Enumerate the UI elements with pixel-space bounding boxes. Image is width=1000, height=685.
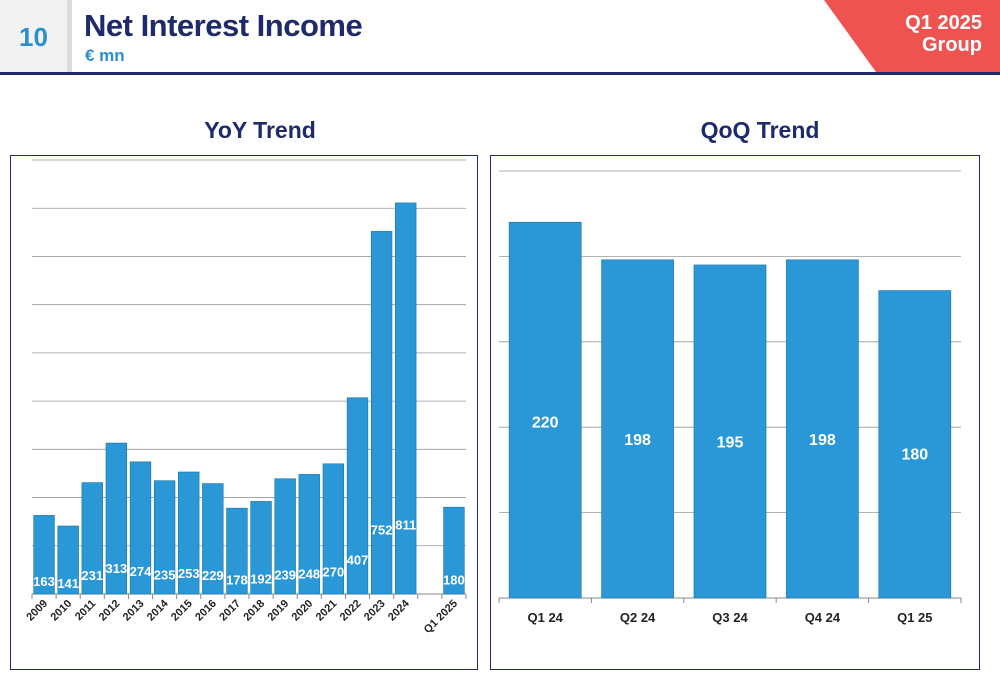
data-label: 253 [178, 566, 200, 581]
x-tick-label: 2016 [193, 598, 219, 624]
badge-period: Q1 2025 [905, 12, 982, 34]
page-header: 10 Net Interest Income € mn Q1 2025 Grou… [0, 0, 1000, 75]
data-label: 229 [202, 568, 224, 583]
data-label: 235 [154, 568, 176, 583]
bar [878, 290, 952, 599]
x-tick-label: Q2 24 [620, 610, 656, 625]
bar [395, 202, 417, 595]
data-label: 180 [443, 572, 465, 587]
data-label: 407 [347, 553, 369, 568]
x-tick-label: 2014 [145, 597, 171, 623]
bar [508, 221, 582, 599]
header-rule [0, 72, 1000, 75]
bar [298, 474, 320, 595]
x-tick-label: 2019 [265, 598, 291, 624]
bar [693, 264, 767, 599]
data-label: 313 [106, 561, 128, 576]
x-tick-label: 2023 [362, 598, 388, 624]
bar [786, 259, 859, 599]
data-label: 274 [130, 564, 152, 579]
badge-scope: Group [922, 34, 982, 56]
data-label: 270 [323, 565, 345, 580]
data-label: 178 [226, 573, 248, 588]
bar [129, 461, 152, 595]
data-label: 141 [57, 576, 79, 591]
data-label: 198 [624, 432, 651, 449]
x-tick-label: 2015 [169, 598, 195, 624]
data-label: 192 [250, 571, 272, 586]
bar [81, 482, 103, 595]
qoq-chart: 220 Q1 24 198 Q2 24 195 Q3 24 198 Q4 24 180 Q1 25 [498, 170, 962, 625]
x-tick-label: 2022 [338, 598, 364, 624]
data-label: 198 [809, 432, 836, 449]
page-title: Net Interest Income [84, 8, 363, 43]
x-tick-label: 2010 [48, 598, 74, 624]
x-tick-label: 2012 [97, 598, 123, 624]
data-label: 811 [395, 518, 416, 533]
bar [178, 471, 200, 595]
x-tick-label: Q1 2025 [422, 598, 460, 636]
x-tick-label: Q3 24 [712, 610, 748, 625]
data-label: 220 [532, 414, 559, 431]
bar [226, 507, 248, 595]
x-tick-label: 2021 [314, 598, 340, 624]
x-tick-label: Q1 24 [527, 610, 563, 625]
x-tick-label: 2017 [217, 598, 243, 624]
bar [153, 480, 176, 595]
data-label: 195 [717, 434, 744, 451]
bar [33, 515, 55, 595]
bar [322, 463, 345, 595]
data-label: 239 [274, 567, 296, 582]
x-tick-label: Q4 24 [805, 610, 841, 625]
period-badge-text: Q1 2025 Group [905, 12, 982, 56]
bar [601, 259, 674, 599]
bar [346, 397, 369, 595]
bar [105, 442, 128, 595]
x-tick-label: 2024 [386, 597, 412, 623]
data-label: 231 [81, 568, 103, 583]
page-number: 10 [0, 0, 72, 74]
data-label: 248 [298, 566, 320, 581]
yoy-chart-panel: 163 2009 141 2010 231 2011 313 2012 274 2013 235 20… [10, 155, 478, 670]
x-tick-label: 2011 [73, 598, 98, 623]
x-tick-label: Q1 25 [897, 610, 932, 625]
bar [202, 483, 224, 595]
page-subtitle: € mn [85, 46, 125, 65]
x-tick-label: 2018 [241, 598, 267, 624]
bar [250, 501, 272, 595]
bar [274, 478, 296, 595]
x-tick-label: 2009 [24, 598, 50, 624]
data-label: 163 [33, 574, 55, 589]
bar [370, 231, 393, 595]
yoy-chart-title: YoY Trend [204, 117, 316, 143]
x-tick-label: 2013 [121, 598, 147, 624]
yoy-chart: 163 2009 141 2010 231 2011 313 2012 274 2013 235 20… [24, 159, 467, 636]
data-label: 180 [901, 447, 928, 464]
data-label: 752 [371, 523, 393, 538]
qoq-chart-panel: 220 Q1 24 198 Q2 24 195 Q3 24 198 Q4 24 180 Q1 25 [490, 155, 980, 670]
qoq-chart-title: QoQ Trend [700, 117, 820, 143]
bar [57, 525, 79, 595]
x-tick-label: 2020 [290, 598, 316, 624]
bar [443, 506, 465, 595]
